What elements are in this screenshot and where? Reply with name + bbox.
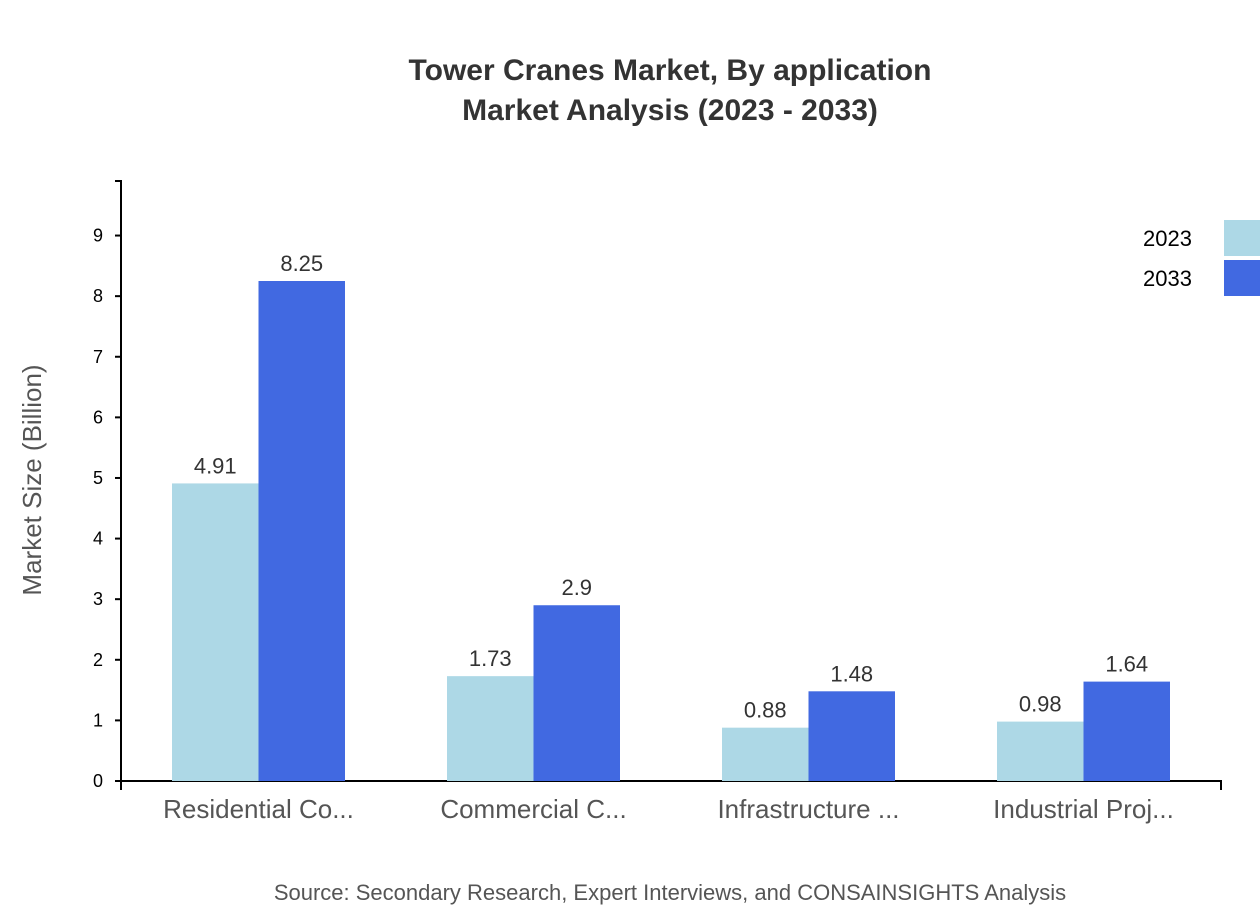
bar-2023 <box>447 676 534 781</box>
y-tick-label: 1 <box>93 710 103 730</box>
x-tick-label: Infrastructure ... <box>717 794 899 824</box>
y-tick-label: 0 <box>93 771 103 791</box>
bar-2033 <box>258 281 345 781</box>
x-tick-label: Residential Co... <box>163 794 354 824</box>
bar-2023 <box>722 727 809 781</box>
x-tick-label: Commercial C... <box>440 794 626 824</box>
legend-swatch <box>1224 220 1260 256</box>
data-label: 1.73 <box>469 646 512 671</box>
data-label: 0.98 <box>1019 692 1062 717</box>
data-label: 8.25 <box>280 251 323 276</box>
source-note: Source: Secondary Research, Expert Inter… <box>274 880 1066 905</box>
bar-2033 <box>808 691 895 781</box>
y-axis-line <box>115 180 122 781</box>
x-axis-line <box>120 780 1222 790</box>
legend-swatch <box>1224 260 1260 296</box>
y-tick-label: 3 <box>93 589 103 609</box>
data-label: 1.48 <box>830 661 873 686</box>
data-label: 4.91 <box>194 453 237 478</box>
bar-2023 <box>997 721 1084 781</box>
y-tick-label: 8 <box>93 286 103 306</box>
chart-subtitle: Market Analysis (2023 - 2033) <box>462 94 878 127</box>
y-tick-label: 6 <box>93 407 103 427</box>
y-tick-label: 5 <box>93 468 103 488</box>
y-tick-label: 4 <box>93 529 103 549</box>
y-axis-label: Market Size (Billion) <box>17 364 47 595</box>
data-label: 1.64 <box>1105 652 1148 677</box>
y-tick-label: 9 <box>93 226 103 246</box>
x-tick-label: Industrial Proj... <box>993 794 1174 824</box>
legend-label: 2033 <box>1143 266 1192 291</box>
bar-2023 <box>172 483 259 781</box>
y-tick-label: 2 <box>93 650 103 670</box>
legend-label: 2023 <box>1143 226 1192 251</box>
data-label: 0.88 <box>744 698 787 723</box>
chart-title: Tower Cranes Market, By application <box>409 54 932 87</box>
y-tick-label: 7 <box>93 347 103 367</box>
bar-2033 <box>1083 681 1170 781</box>
bar-2033 <box>533 605 620 781</box>
data-label: 2.9 <box>561 575 592 600</box>
